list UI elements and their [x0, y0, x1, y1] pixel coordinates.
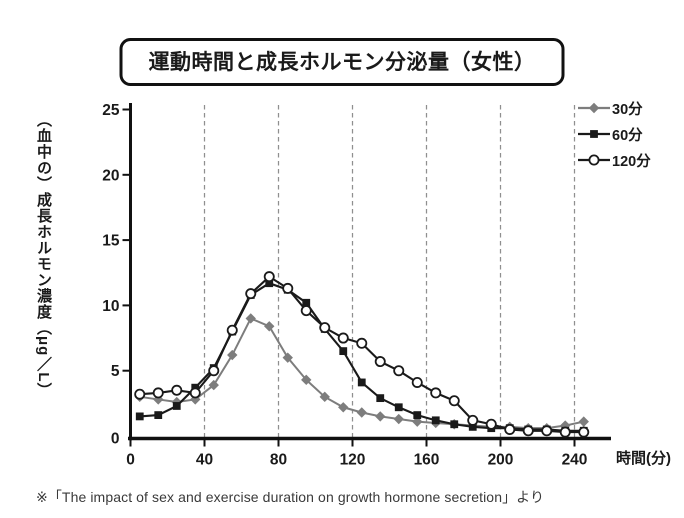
svg-text:40: 40	[196, 452, 213, 469]
svg-text:5: 5	[111, 363, 120, 380]
svg-text:160: 160	[414, 452, 440, 469]
svg-text:15: 15	[102, 233, 120, 250]
gridlines	[203, 105, 576, 438]
svg-text:200: 200	[488, 452, 514, 469]
legend-label: 60分	[612, 127, 643, 144]
svg-text:0: 0	[126, 452, 135, 469]
y-axis-label: （血中の）成長ホルモン濃度（μg／L）	[35, 112, 52, 399]
svg-text:240: 240	[562, 452, 588, 469]
legend-label: 30分	[612, 101, 643, 118]
x-axis-label: 時間(分)	[616, 450, 671, 467]
legend-label: 120分	[612, 153, 651, 170]
diamond-marker-icon	[578, 102, 610, 114]
y-axis-ticks: 0 5 10 15 20 25	[102, 102, 130, 448]
legend-item-120min: 120分	[577, 149, 651, 171]
svg-text:20: 20	[102, 167, 119, 184]
svg-text:120: 120	[340, 452, 366, 469]
legend-item-30min: 30分	[577, 97, 651, 119]
x-axis-ticks: 0 40 80 120 160 200 240	[126, 439, 588, 469]
legend-item-60min: 60分	[577, 123, 651, 145]
chart-legend: 30分 60分 120分	[577, 97, 651, 171]
circle-marker-icon	[578, 154, 610, 166]
svg-text:25: 25	[102, 102, 120, 119]
svg-text:80: 80	[270, 452, 287, 469]
series-120分	[134, 271, 590, 438]
svg-text:10: 10	[102, 298, 119, 315]
axes	[128, 103, 611, 441]
svg-text:0: 0	[111, 431, 120, 448]
source-note: ※「The impact of sex and exercise duratio…	[36, 489, 545, 505]
series-30分	[134, 313, 589, 434]
chart-title: 運動時間と成長ホルモン分泌量（女性）	[119, 38, 565, 86]
square-marker-icon	[578, 130, 610, 138]
